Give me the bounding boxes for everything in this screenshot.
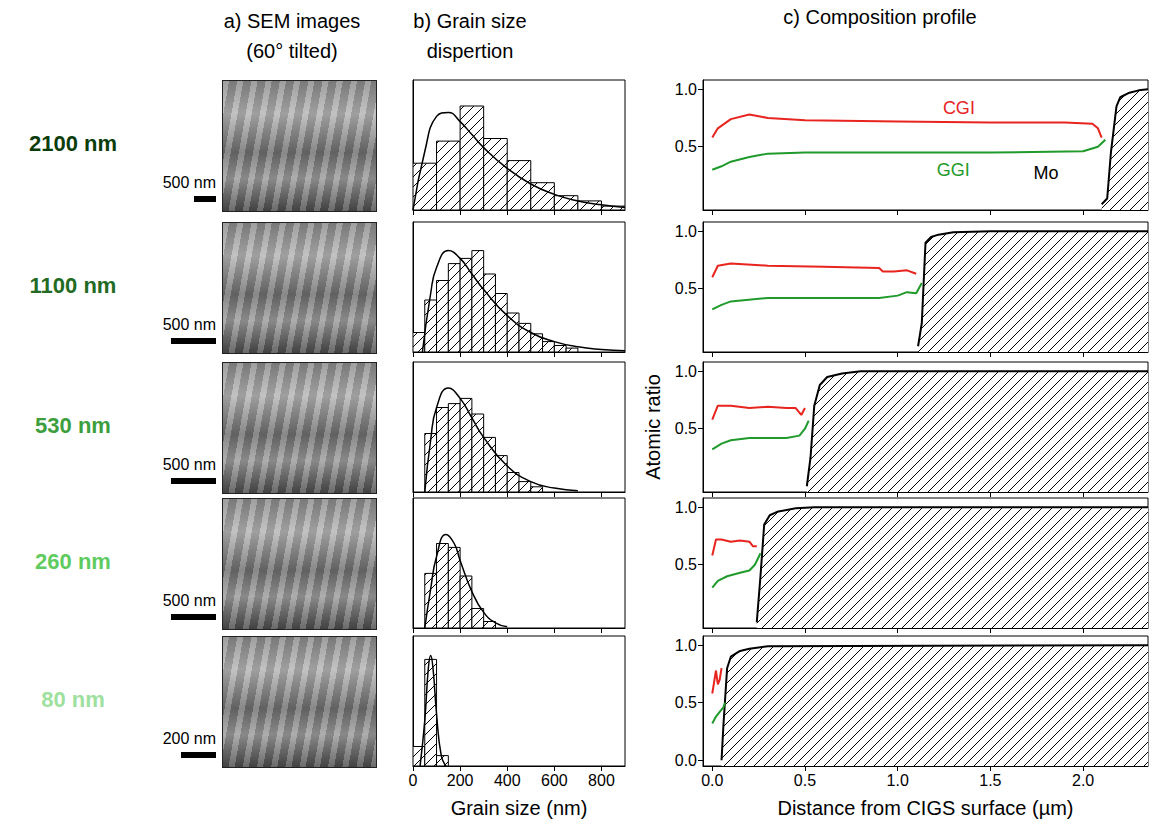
svg-text:1.0: 1.0 <box>887 772 909 789</box>
svg-text:Mo: Mo <box>1034 163 1059 183</box>
svg-text:Distance from CIGS surface (µm: Distance from CIGS surface (µm) <box>777 797 1073 819</box>
html-text:dispertion: dispertion <box>426 40 514 62</box>
svg-text:0.5: 0.5 <box>675 138 697 155</box>
html-text:1100 nm: 1100 nm <box>29 273 117 298</box>
html-text:a) SEM images: a) SEM images <box>223 10 361 32</box>
svg-text:0: 0 <box>409 772 418 789</box>
svg-text:0.5: 0.5 <box>675 556 697 573</box>
svg-text:1.0: 1.0 <box>675 223 697 240</box>
svg-text:800: 800 <box>588 772 615 789</box>
html-text:(60° tilted): (60° tilted) <box>246 40 338 62</box>
html-text:500 nm: 500 nm <box>162 316 216 333</box>
html-text:500 nm: 500 nm <box>162 174 216 191</box>
svg-text:CGI: CGI <box>943 98 975 118</box>
svg-text:200: 200 <box>447 772 474 789</box>
svg-text:1.0: 1.0 <box>675 637 697 654</box>
html-text:500 nm: 500 nm <box>162 456 216 473</box>
svg-text:600: 600 <box>541 772 568 789</box>
html-text:260 nm: 260 nm <box>35 549 111 574</box>
html-text:500 nm: 500 nm <box>162 592 216 609</box>
svg-text:2.0: 2.0 <box>1072 772 1094 789</box>
svg-text:0.0: 0.0 <box>701 772 723 789</box>
svg-text:400: 400 <box>494 772 521 789</box>
html-text:b) Grain size: b) Grain size <box>413 10 527 32</box>
html-text:530 nm: 530 nm <box>35 413 111 438</box>
html-text:200 nm: 200 nm <box>162 730 216 747</box>
html-text:2100 nm: 2100 nm <box>29 131 117 156</box>
svg-text:Atomic ratio: Atomic ratio <box>642 374 664 480</box>
svg-text:0.0: 0.0 <box>675 752 697 769</box>
svg-text:0.5: 0.5 <box>675 694 697 711</box>
svg-text:GGI: GGI <box>937 160 970 180</box>
html-text:80 nm: 80 nm <box>41 687 105 712</box>
svg-text:Grain size (nm): Grain size (nm) <box>451 797 588 819</box>
svg-text:1.5: 1.5 <box>979 772 1001 789</box>
svg-text:1.0: 1.0 <box>675 81 697 98</box>
svg-text:0.5: 0.5 <box>794 772 816 789</box>
html-text:c) Composition profile: c) Composition profile <box>783 6 977 28</box>
svg-text:0.5: 0.5 <box>675 280 697 297</box>
svg-text:1.0: 1.0 <box>675 363 697 380</box>
svg-text:1.0: 1.0 <box>675 499 697 516</box>
svg-text:0.5: 0.5 <box>675 420 697 437</box>
